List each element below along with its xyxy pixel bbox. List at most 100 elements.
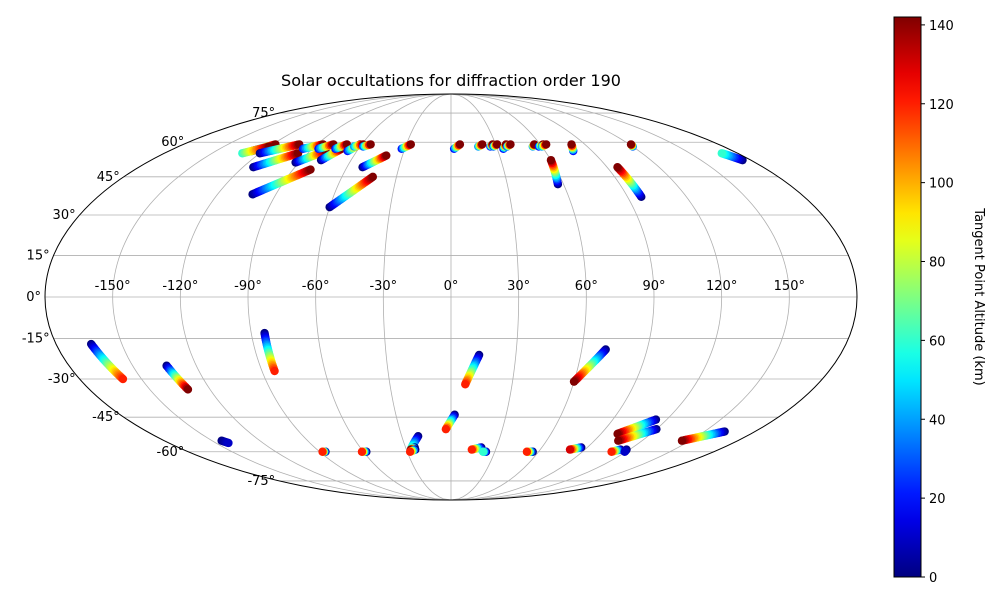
- occultation-track: [217, 436, 233, 448]
- longitude-gridline: [450, 93, 790, 501]
- occultation-track: [255, 140, 304, 158]
- track-point: [717, 149, 726, 158]
- latitude-tick-label: -45°: [92, 410, 120, 425]
- occultation-track: [567, 140, 578, 156]
- occultation-track: [314, 140, 338, 153]
- track-point: [405, 447, 415, 456]
- occultation-track: [162, 361, 193, 394]
- colorbar-tick-label: 140: [929, 19, 954, 34]
- track-point: [677, 436, 687, 445]
- track-point: [357, 447, 367, 456]
- occultation-track: [474, 140, 487, 151]
- occultation-track: [318, 447, 330, 456]
- longitude-tick-label: 120°: [706, 279, 737, 294]
- occultation-track: [478, 447, 491, 456]
- occultation-track: [614, 424, 661, 445]
- track-point: [620, 447, 629, 456]
- map-boundary: [44, 93, 858, 501]
- occultation-track: [522, 447, 537, 456]
- occultation-track: [441, 410, 459, 434]
- colorbar-tick-label: 60: [929, 334, 946, 349]
- colorbar-tick-label: 100: [929, 177, 954, 192]
- occultation-track: [717, 149, 747, 165]
- latitude-tick-label: 30°: [53, 208, 76, 223]
- track-point: [522, 447, 532, 456]
- occultation-track: [569, 345, 610, 386]
- occultation-track: [677, 427, 729, 445]
- track-point: [546, 155, 556, 165]
- colorbar-tick-label: 0: [929, 571, 937, 586]
- longitude-tick-label: 30°: [507, 279, 530, 294]
- track-point: [368, 172, 378, 182]
- track-point: [461, 380, 470, 389]
- occultation-track: [86, 339, 128, 384]
- longitude-tick-label: -30°: [369, 279, 397, 294]
- track-point: [614, 436, 623, 445]
- track-point: [382, 151, 391, 160]
- track-point: [569, 377, 579, 386]
- latitude-tick-label: 0°: [26, 290, 41, 305]
- track-point: [478, 140, 487, 149]
- latitude-tick-label: -75°: [247, 474, 275, 489]
- track-point: [542, 140, 551, 149]
- occultation-track: [248, 165, 315, 199]
- longitude-tick-label: -150°: [95, 279, 131, 294]
- occultation-track: [358, 151, 391, 172]
- latitude-tick-label: -15°: [22, 332, 50, 347]
- occultation-track: [537, 140, 551, 151]
- longitude-gridline: [112, 93, 452, 501]
- occultation-track: [546, 155, 563, 189]
- occultation-track: [613, 415, 661, 439]
- track-point: [478, 447, 488, 456]
- track-point: [565, 445, 575, 454]
- latitude-tick-label: 45°: [97, 170, 120, 185]
- track-point: [406, 140, 416, 149]
- track-point: [183, 385, 193, 394]
- latitude-tick-labels: -75° -60° -45° -30° -15° 0° 15° 30° 45° 60° 75°: [22, 106, 275, 489]
- latitude-tick-label: -30°: [48, 372, 76, 387]
- track-point: [607, 447, 616, 456]
- occultation-track: [260, 328, 279, 376]
- track-point: [506, 140, 515, 149]
- occultation-track: [502, 140, 515, 151]
- track-point: [567, 140, 576, 149]
- occultation-track: [449, 140, 465, 153]
- occultation-track: [325, 172, 378, 212]
- colorbar-label: Tangent Point Altitude (km): [971, 207, 986, 385]
- longitude-gridline: [450, 93, 655, 501]
- occultation-track: [489, 140, 502, 151]
- longitude-tick-label: -60°: [302, 279, 330, 294]
- occultation-track: [357, 447, 371, 456]
- colorbar: [893, 16, 922, 578]
- colorbar-ticks: 0 20 40 60 80 100 120 140: [921, 19, 954, 586]
- track-point: [224, 438, 233, 448]
- track-point: [306, 165, 315, 174]
- longitude-tick-label: -90°: [234, 279, 262, 294]
- track-point: [455, 140, 465, 149]
- longitude-tick-label: 60°: [575, 279, 598, 294]
- occultation-track: [461, 350, 484, 389]
- latitude-tick-label: -60°: [157, 445, 185, 460]
- track-point: [613, 162, 622, 172]
- colorbar-tick-label: 40: [929, 413, 946, 428]
- longitude-tick-label: 90°: [642, 279, 665, 294]
- occultation-track: [358, 140, 375, 151]
- latitude-tick-label: 75°: [252, 106, 275, 121]
- track-point: [118, 374, 128, 384]
- track-point: [492, 140, 502, 149]
- track-point: [467, 445, 477, 454]
- track-point: [366, 140, 375, 149]
- track-point: [626, 140, 636, 149]
- colorbar-tick-label: 80: [929, 256, 946, 271]
- longitude-tick-label: 150°: [774, 279, 805, 294]
- longitude-tick-label: -120°: [162, 279, 198, 294]
- colorbar-tick-label: 20: [929, 492, 946, 507]
- occultation-track: [405, 445, 420, 456]
- colorbar-tick-label: 120: [929, 98, 954, 113]
- occultation-track: [613, 162, 646, 202]
- track-point: [441, 424, 451, 434]
- chart-title: Solar occultations for diffraction order…: [281, 71, 621, 90]
- occultation-track: [626, 140, 637, 151]
- track-point: [270, 366, 279, 376]
